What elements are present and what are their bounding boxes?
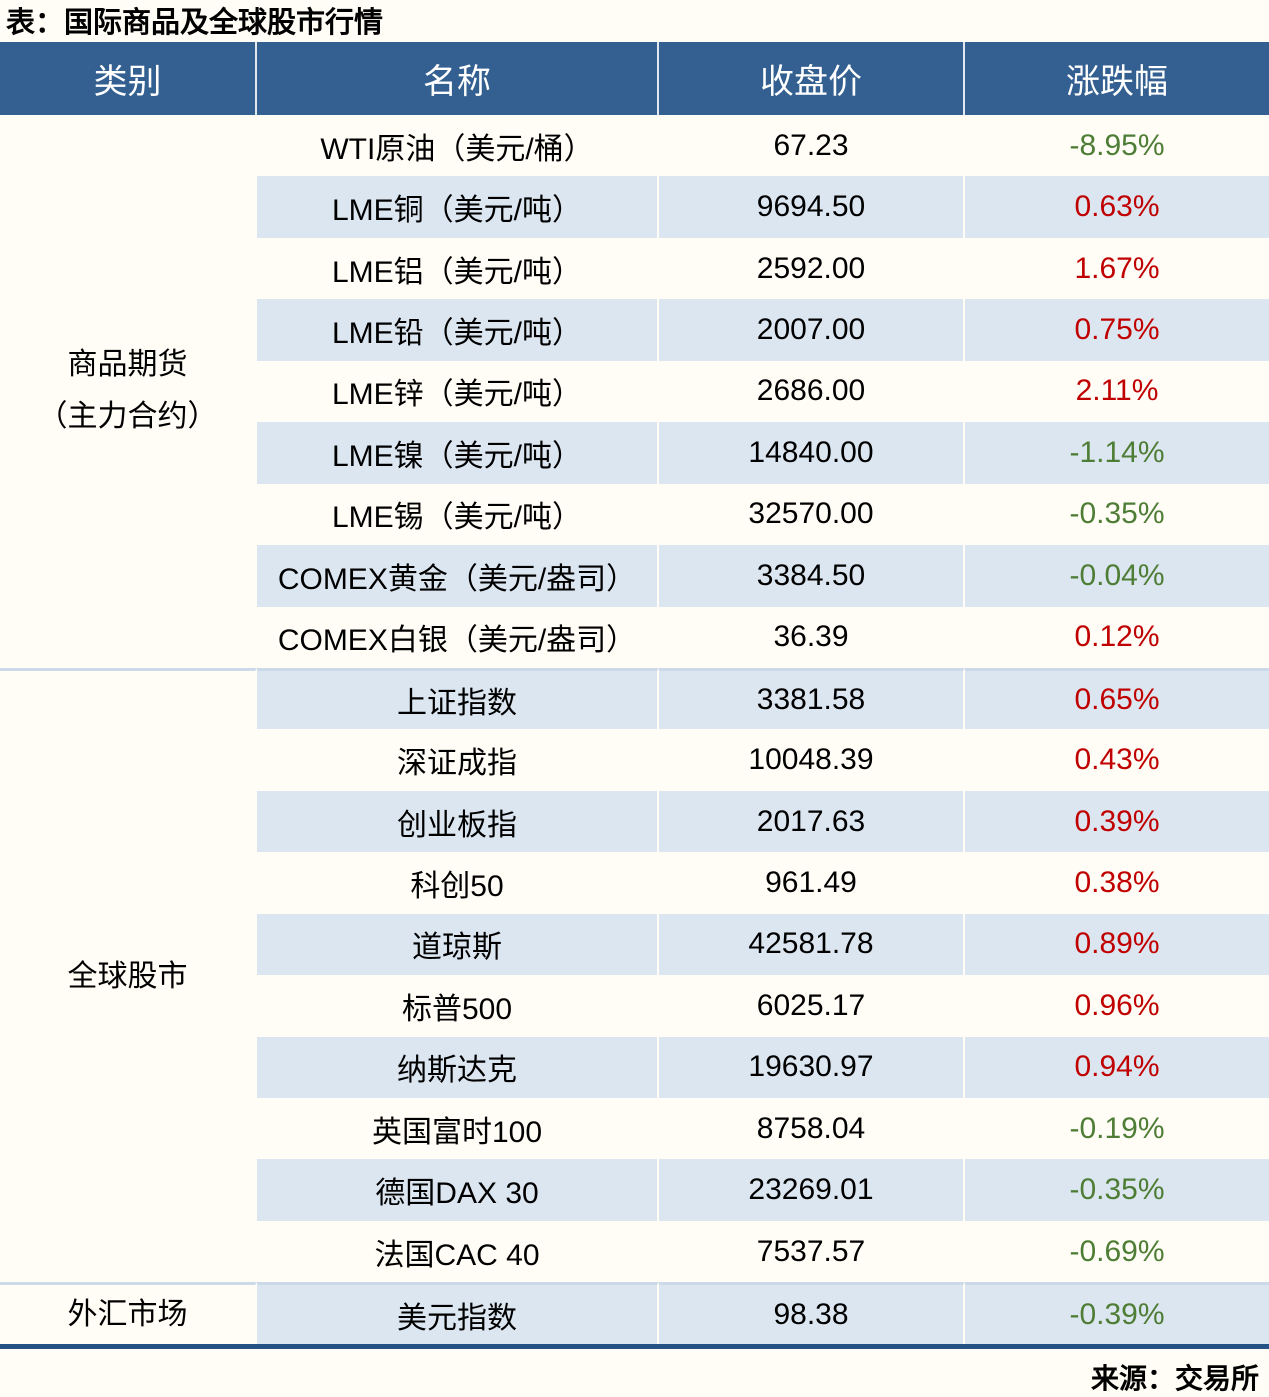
column-header-close: 收盘价 [659,42,965,115]
close-price: 14840.00 [659,422,965,484]
close-price: 19630.97 [659,1036,965,1098]
close-price: 10048.39 [659,729,965,791]
category-label-line: （主力合约） [37,400,218,434]
close-price: 2017.63 [659,790,965,853]
change-percent: -0.69% [965,1220,1269,1283]
category-label-line: 商品期货 [67,348,188,382]
instrument-name: LME镍（美元/吨） [257,422,659,484]
instrument-name: 美元指数 [257,1282,659,1344]
close-price: 3384.50 [659,545,965,607]
instrument-name: 道琼斯 [257,913,659,976]
close-price: 2592.00 [659,237,965,300]
close-price: 42581.78 [659,913,965,976]
category-label-line: 全球股市 [67,959,188,993]
instrument-name: LME铝（美元/吨） [257,237,659,300]
close-price: 32570.00 [659,483,965,546]
instrument-name: 科创50 [257,852,659,914]
close-price: 6025.17 [659,975,965,1037]
close-price: 2007.00 [659,299,965,361]
change-percent: 0.63% [965,176,1269,238]
page-title: 表：国际商品及全球股市行情 [6,7,384,39]
instrument-name: 纳斯达克 [257,1036,659,1098]
table-bottom-rule [0,1343,1269,1349]
source-note: 来源：交易所 [1090,1362,1259,1394]
instrument-name: LME铅（美元/吨） [257,299,659,361]
change-percent: 0.65% [965,667,1269,730]
instrument-name: LME锡（美元/吨） [257,483,659,546]
column-header-name: 名称 [257,42,659,115]
change-percent: -0.35% [965,1159,1269,1221]
instrument-name: COMEX黄金（美元/盎司） [257,545,659,607]
close-price: 8758.04 [659,1098,965,1160]
close-price: 67.23 [659,115,965,177]
change-percent: -0.39% [965,1282,1269,1344]
close-price: 98.38 [659,1282,965,1344]
change-percent: -0.35% [965,483,1269,546]
close-price: 9694.50 [659,176,965,238]
change-percent: 0.38% [965,852,1269,914]
close-price: 36.39 [659,606,965,668]
close-price: 2686.00 [659,360,965,423]
close-price: 23269.01 [659,1159,965,1221]
instrument-name: COMEX白银（美元/盎司） [257,606,659,668]
change-percent: 0.43% [965,729,1269,791]
category-cell: 外汇市场 [0,1282,257,1344]
change-percent: -0.19% [965,1098,1269,1160]
column-header-change: 涨跌幅 [965,42,1269,115]
change-percent: 0.89% [965,913,1269,976]
category-cell: 全球股市 [0,667,257,1283]
instrument-name: 上证指数 [257,667,659,730]
change-percent: -8.95% [965,115,1269,177]
close-price: 3381.58 [659,667,965,730]
change-percent: 0.75% [965,299,1269,361]
change-percent: 0.96% [965,975,1269,1037]
instrument-name: LME铜（美元/吨） [257,176,659,238]
close-price: 961.49 [659,852,965,914]
instrument-name: 标普500 [257,975,659,1037]
instrument-name: 深证成指 [257,729,659,791]
instrument-name: LME锌（美元/吨） [257,360,659,423]
market-table: 类别 名称 收盘价 涨跌幅 商品期货 （主力合约） WTI原油（美元/桶） 67.23… [0,42,1269,1344]
instrument-name: 法国CAC 40 [257,1220,659,1283]
close-price: 7537.57 [659,1220,965,1283]
change-percent: 0.39% [965,790,1269,853]
change-percent: 1.67% [965,237,1269,300]
instrument-name: 德国DAX 30 [257,1159,659,1221]
change-percent: 0.94% [965,1036,1269,1098]
change-percent: 2.11% [965,360,1269,423]
change-percent: 0.12% [965,606,1269,668]
category-cell: 商品期货 （主力合约） [0,115,257,668]
instrument-name: 英国富时100 [257,1098,659,1160]
change-percent: -1.14% [965,422,1269,484]
instrument-name: 创业板指 [257,790,659,853]
category-label-line: 外汇市场 [67,1297,188,1331]
change-percent: -0.04% [965,545,1269,607]
instrument-name: WTI原油（美元/桶） [257,115,659,177]
column-header-category: 类别 [0,42,257,115]
